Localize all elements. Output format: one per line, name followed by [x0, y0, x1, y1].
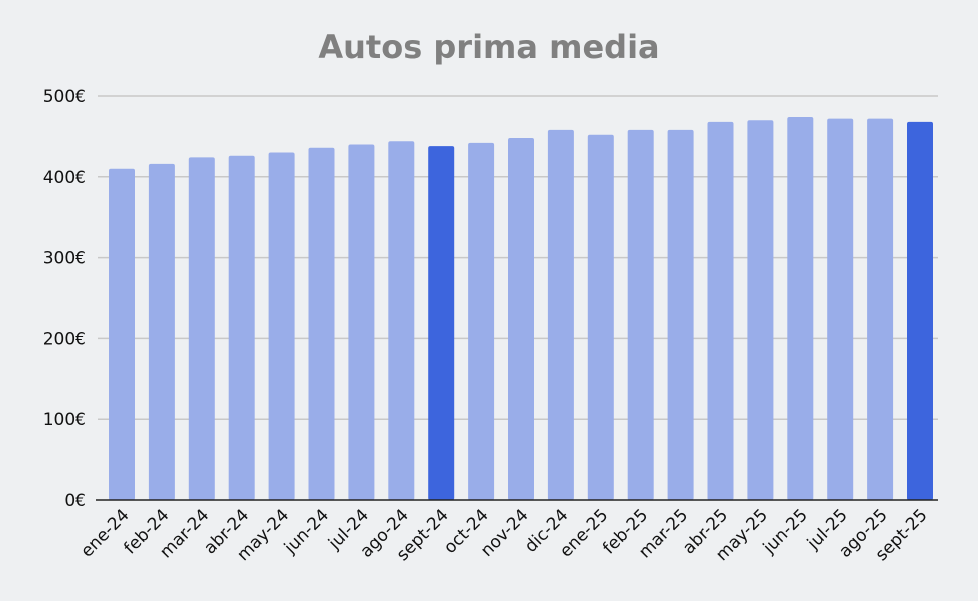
bar — [547, 129, 574, 500]
bar — [109, 168, 135, 500]
bar — [587, 134, 614, 500]
x-tick-label: jun-25 — [759, 505, 812, 558]
y-tick-label: 0€ — [64, 491, 86, 511]
bar — [747, 120, 774, 501]
y-tick-label: 300€ — [43, 249, 86, 269]
y-tick-label: 400€ — [43, 168, 86, 188]
bar — [667, 129, 694, 500]
bar — [907, 121, 933, 500]
y-tick-label: 200€ — [43, 329, 86, 349]
y-tick-label: 500€ — [43, 87, 86, 107]
bar — [468, 142, 495, 500]
bar — [827, 118, 854, 501]
bar — [308, 147, 335, 500]
bar — [268, 152, 295, 500]
bar — [348, 144, 375, 501]
bar — [188, 157, 215, 500]
bar — [787, 117, 814, 501]
bar — [508, 138, 534, 501]
chart-title: Autos prima media — [318, 28, 660, 66]
bar — [707, 121, 734, 500]
x-tick-label: jun-24 — [280, 505, 333, 558]
bar — [388, 141, 415, 501]
bar — [867, 118, 894, 501]
x-tick-label: ene-24 — [77, 505, 133, 561]
bar — [428, 146, 455, 500]
bar — [627, 129, 654, 500]
y-tick-label: 100€ — [43, 410, 86, 430]
bar — [148, 163, 175, 500]
bar — [228, 155, 255, 501]
